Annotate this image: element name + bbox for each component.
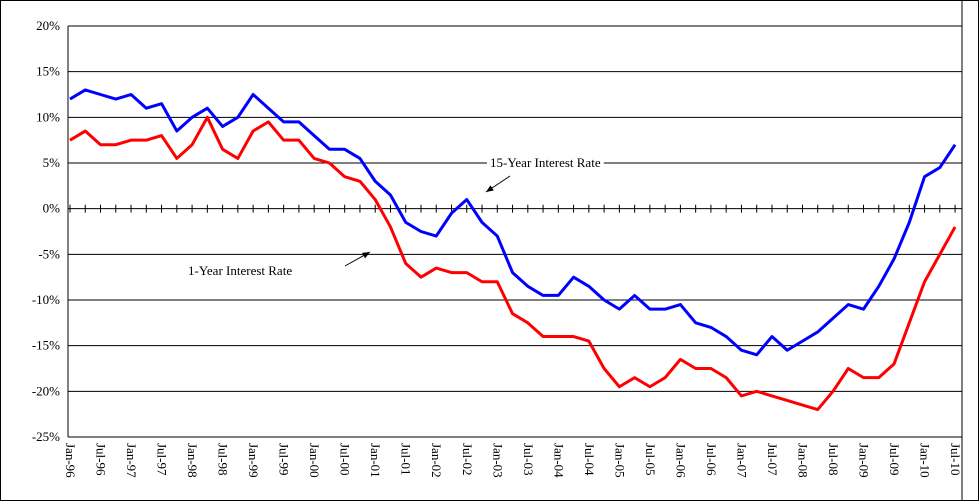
x-tick-label: Jul-01 [399,443,414,476]
x-tick-label: Jul-06 [704,443,719,476]
arrow-head [486,185,494,192]
x-tick-label: Jan-98 [185,443,200,478]
series-label: 1-Year Interest Rate [188,263,292,278]
arrow-head [362,252,370,259]
y-tick-label: 15% [36,64,60,79]
x-tick-label: Jul-98 [216,443,231,476]
x-tick-label: Jul-00 [338,443,353,476]
x-tick-label: Jul-09 [887,443,902,476]
x-tick-label: Jul-02 [460,443,475,476]
x-tick-label: Jul-96 [94,443,109,476]
x-tick-label: Jul-10 [948,443,963,476]
x-tick-label: Jul-07 [765,443,780,476]
x-tick-label: Jan-05 [612,443,627,478]
x-tick-label: Jan-07 [734,443,749,478]
x-tick-label: Jan-08 [795,443,810,478]
x-tick-label: Jan-96 [63,443,78,478]
series-line [69,88,957,357]
x-tick-label: Jan-06 [673,443,688,478]
y-tick-label: 10% [36,109,60,124]
x-tick-label: Jan-99 [246,443,261,478]
x-tick-label: Jan-10 [918,443,933,478]
x-tick-label: Jan-00 [307,443,322,478]
y-tick-label: 20% [36,18,60,33]
x-tick-label: Jan-03 [490,443,505,478]
series-line [69,115,957,412]
x-tick-label: Jan-09 [857,443,872,478]
y-tick-label: 5% [43,155,61,170]
y-tick-label: -10% [32,292,60,307]
series-label: 15-Year Interest Rate [490,155,601,170]
x-tick-label: Jul-08 [826,443,841,476]
y-tick-label: 0% [43,201,61,216]
x-tick-label: Jan-02 [429,443,444,478]
x-tick-label: Jan-04 [551,443,566,478]
x-tick-label: Jul-97 [155,443,170,476]
x-tick-label: Jan-01 [368,443,383,478]
y-tick-label: -20% [32,383,60,398]
y-tick-label: -25% [32,429,60,444]
label-bg [185,263,296,278]
y-tick-label: -5% [38,246,60,261]
label-bg [487,155,604,170]
x-tick-label: Jul-99 [277,443,292,476]
x-tick-label: Jul-03 [521,443,536,476]
y-tick-label: -15% [32,338,60,353]
x-tick-label: Jan-97 [124,443,139,478]
x-tick-label: Jul-05 [643,443,658,476]
x-tick-label: Jul-04 [582,443,597,476]
